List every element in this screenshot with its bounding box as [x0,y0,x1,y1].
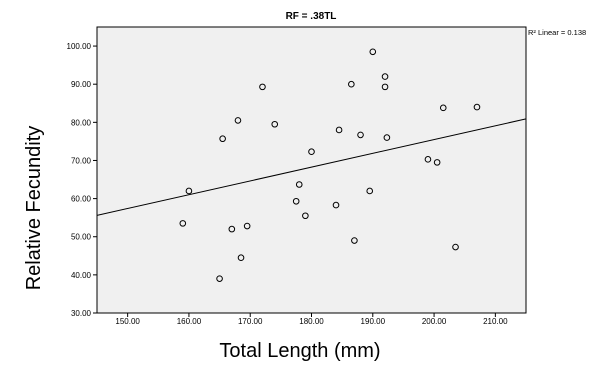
data-point [383,134,391,141]
y-tick-label: 90.00 [71,80,92,89]
data-point [216,275,223,282]
y-tick-label: 70.00 [71,156,92,165]
data-point [332,201,340,209]
data-points [179,48,481,282]
y-tick-label: 100.00 [67,42,92,51]
x-tick-label: 150.00 [115,317,140,326]
data-point [237,254,245,262]
y-tick-label: 50.00 [71,233,92,242]
data-point [439,104,447,112]
data-point [381,83,389,91]
data-point [357,131,364,139]
data-point [302,212,309,220]
linear-fit-line [96,118,527,216]
data-point [243,222,251,230]
y-tick-label: 80.00 [71,118,92,127]
data-point [228,225,236,233]
data-point [185,187,193,195]
x-tick-label: 190.00 [361,317,386,326]
data-point [271,120,279,128]
y-tick-label: 30.00 [71,309,92,318]
x-tick-label: 160.00 [177,317,202,326]
y-tick-label: 60.00 [71,195,92,204]
y-tick-label: 40.00 [71,271,92,280]
data-point [348,80,355,88]
data-point [351,237,358,244]
x-tick-label: 180.00 [299,317,324,326]
data-point [452,243,459,251]
x-axis-title: Total Length (mm) [219,340,380,362]
chart-title: RF = .38TL [286,11,337,22]
fit-line-group [96,118,527,216]
data-point [219,135,226,143]
data-point [295,181,303,188]
data-point [424,156,432,163]
data-point [433,159,441,166]
data-point [381,73,389,80]
data-point [473,103,481,111]
x-tick-label: 170.00 [238,317,263,326]
data-point [259,83,266,91]
x-tick-label: 210.00 [483,317,508,326]
x-tick-label: 200.00 [422,317,447,326]
data-point [308,148,315,155]
data-point [366,187,374,195]
data-point [292,197,300,205]
fit-line-label: R² Linear = 0.138 [528,28,586,37]
data-point [335,126,343,134]
data-point [369,48,377,56]
data-point [179,220,187,227]
y-axis-title: Relative Fecundity [23,126,45,291]
plot-area [96,26,527,314]
axes: 30.00 40.00 50.00 60.00 70.00 80.00 90.00 100.0… [67,42,509,326]
data-point [234,117,242,124]
